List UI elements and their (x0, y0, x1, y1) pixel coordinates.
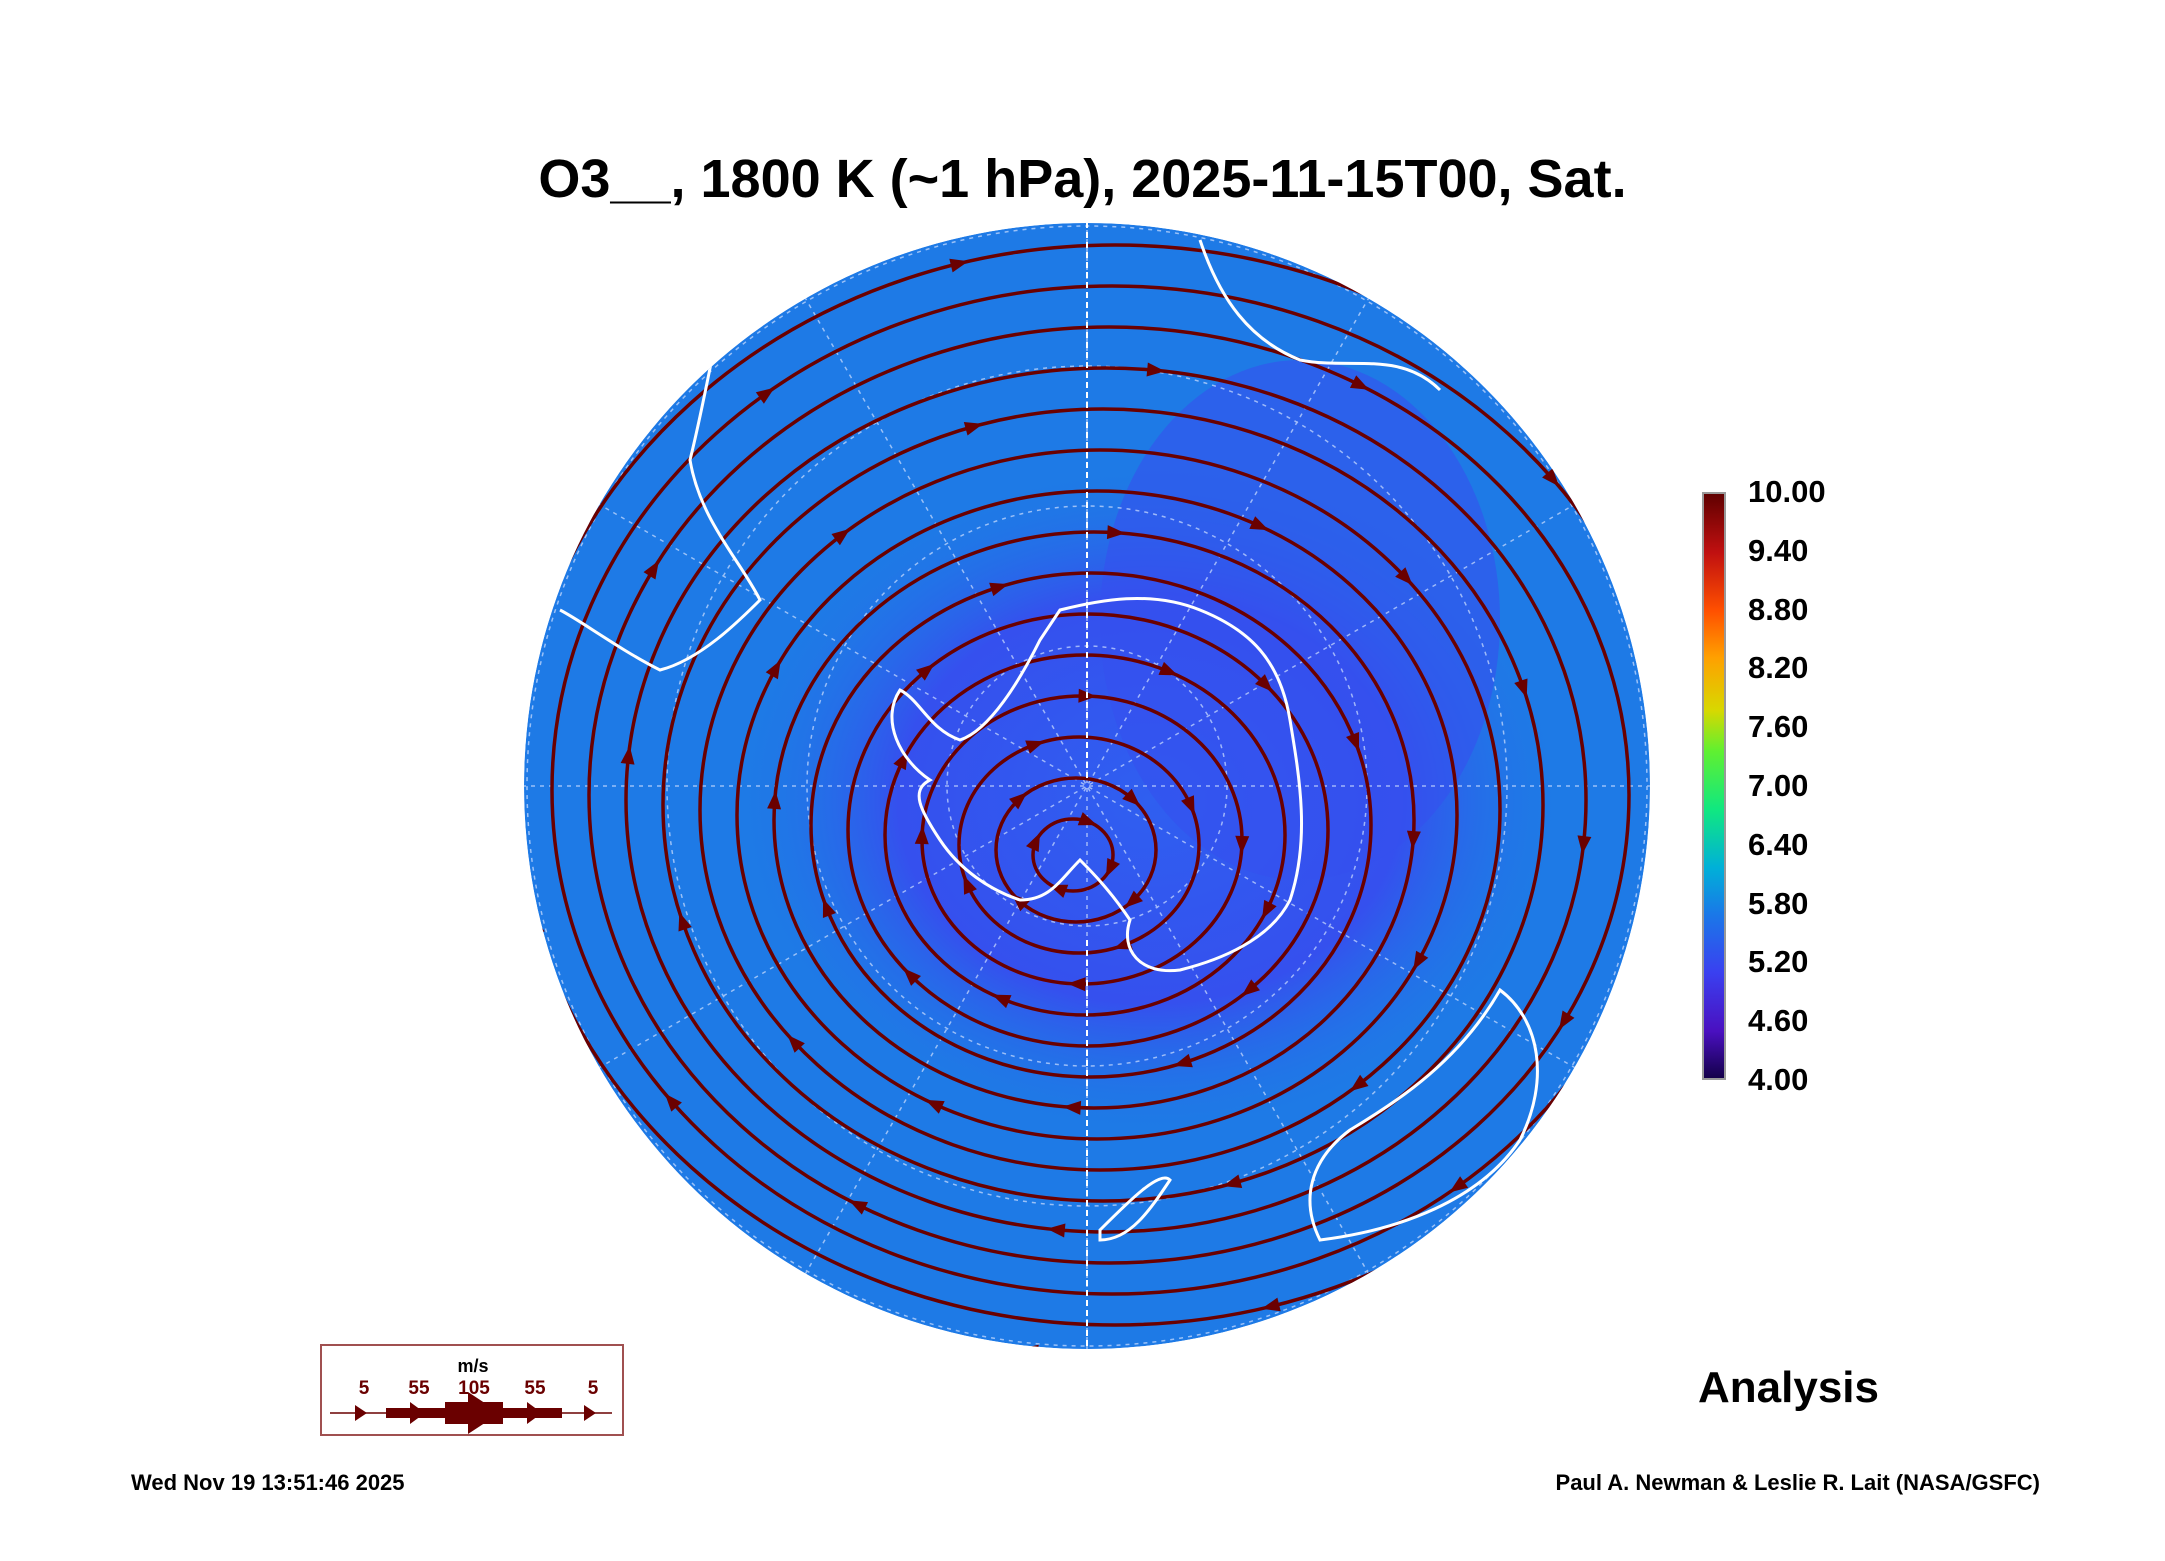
colorbar-tick-label: 7.00 (1748, 768, 1809, 803)
flow-arrow (1025, 740, 1045, 754)
flow-arrow (1009, 792, 1028, 810)
meridian (567, 485, 1607, 1087)
streamline (883, 653, 1287, 1017)
flow-arrow (1181, 795, 1195, 815)
flow-arrow (925, 1099, 945, 1114)
flow-arrow (1222, 1174, 1243, 1189)
flow-arrow (1577, 835, 1592, 855)
flow-arrow (831, 528, 851, 546)
colorbar-tick-label: 5.20 (1748, 944, 1809, 980)
flow-arrow (1542, 468, 1560, 487)
flow-arrow (1105, 857, 1120, 878)
timestamp: Wed Nov 19 13:51:46 2025 (131, 1470, 405, 1495)
flow-arrow (949, 258, 969, 273)
meridian (786, 266, 1388, 1306)
credit: Paul A. Newman & Leslie R. Lait (NASA/GS… (1555, 1470, 2040, 1495)
streamline (524, 243, 1650, 1327)
wind-scale-arrows (330, 1392, 612, 1434)
flow-arrow (1067, 977, 1086, 992)
streamline (994, 776, 1158, 924)
flow-arrow (1197, 202, 1217, 218)
colorbar-tick-label: 6.40 (1748, 826, 1809, 862)
flow-arrow (1235, 835, 1250, 855)
low-ozone-region (1100, 360, 1500, 880)
flow-arrow (765, 660, 781, 680)
flow-arrow (1395, 567, 1413, 586)
flow-arrow (963, 875, 977, 895)
colorbar-tick-label: 9.40 (1748, 532, 1809, 568)
streamline (735, 489, 1459, 1141)
flow-arrow (1106, 525, 1126, 540)
flow-arrow (1349, 1074, 1369, 1092)
streamline (772, 530, 1416, 1110)
wind-label: 105 (458, 1378, 490, 1399)
flow-arrow (1261, 1297, 1281, 1312)
wind-legend: m/s 5 55 105 55 5 (320, 1344, 624, 1436)
flow-arrow (1241, 979, 1260, 997)
meridian (786, 266, 1388, 1306)
wind-label: 5 (358, 1378, 370, 1399)
flow-arrow (476, 690, 493, 710)
streamline (624, 366, 1588, 1234)
flow-arrow (1255, 674, 1273, 692)
colorbar-tick-label: 8.80 (1748, 591, 1809, 627)
flow-arrow (992, 994, 1012, 1009)
flow-arrow (664, 1093, 682, 1112)
chart-title: O3__, 1800 K (~1 hPa), 2025-11-15T00, Sa… (538, 149, 1627, 209)
flow-arrow (1026, 832, 1041, 853)
flow-arrow (643, 560, 659, 580)
wind-label: 5 (587, 1378, 599, 1399)
wind-label: 55 (408, 1378, 430, 1399)
flow-arrow (914, 825, 929, 845)
wind-label: 55 (524, 1378, 546, 1399)
streamline (1031, 817, 1115, 893)
flow-arrow (1077, 812, 1098, 826)
analysis-label: Analysis (1698, 1363, 1879, 1412)
flow-arrow (1062, 1100, 1082, 1115)
streamline (661, 407, 1545, 1203)
colorbar-tick-label: 8.20 (1748, 650, 1809, 686)
flow-arrow (620, 745, 635, 765)
flow-arrow (848, 1200, 869, 1215)
streamline (698, 448, 1502, 1172)
flow-arrow (1046, 1223, 1066, 1238)
streamline (809, 571, 1373, 1079)
flow-arrow (1249, 516, 1269, 531)
flow-arrow (1406, 830, 1421, 850)
flow-arrow (1124, 890, 1143, 908)
flow-arrow (1262, 899, 1277, 920)
flow-arrow (1413, 950, 1429, 970)
flow-arrow (1146, 362, 1166, 377)
flow-arrow (787, 1034, 805, 1053)
colorbar-tick-label: 10.00 (1748, 474, 1826, 509)
streamline (957, 735, 1201, 955)
flow-arrow (1173, 1053, 1193, 1068)
flow-arrow (1158, 661, 1178, 676)
flow-arrow (1514, 678, 1528, 698)
flow-arrow (1345, 732, 1360, 752)
colorbar-tick-label: 7.60 (1748, 709, 1809, 745)
flow-arrow (916, 663, 935, 681)
colorbar-tick-label: 5.80 (1748, 885, 1809, 921)
flow-arrow (1559, 1010, 1575, 1030)
colorbar-tick-label: 4.00 (1748, 1062, 1809, 1097)
flow-arrow (822, 898, 837, 918)
colorbar (1702, 492, 1726, 1080)
flow-arrow (963, 421, 984, 436)
flow-arrow (678, 912, 692, 932)
flow-arrow (755, 387, 775, 404)
streamline (587, 325, 1631, 1265)
flow-arrow (903, 968, 921, 986)
flow-arrow (989, 582, 1009, 597)
flow-arrow (1449, 1176, 1469, 1193)
flow-arrow (767, 790, 782, 810)
meridian (567, 485, 1607, 1087)
wind-unit: m/s (457, 1356, 489, 1376)
flow-arrow (1122, 788, 1141, 807)
flow-arrow (1349, 375, 1370, 390)
colorbar-tick-label: 4.60 (1748, 1003, 1809, 1039)
streamline (550, 284, 1650, 1296)
